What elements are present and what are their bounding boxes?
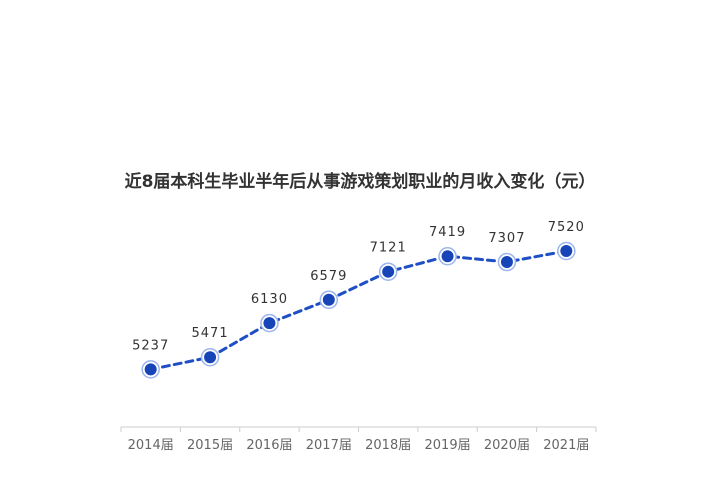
data-point-marker [441, 250, 454, 263]
x-tick-label: 2015届 [187, 438, 233, 453]
x-tick-label: 2021届 [543, 438, 589, 453]
data-point[interactable] [319, 290, 339, 310]
series-line [149, 249, 568, 371]
data-point-marker [144, 363, 157, 376]
data-point-marker [263, 317, 276, 330]
data-label: 5471 [192, 326, 229, 341]
data-label: 7419 [429, 225, 466, 240]
data-point-marker [382, 265, 395, 278]
x-tick-label: 2019届 [425, 438, 471, 453]
data-point[interactable] [497, 252, 517, 272]
series-line-layer [149, 249, 568, 371]
x-tick-label: 2017届 [306, 438, 352, 453]
data-label: 6130 [251, 292, 288, 307]
data-point-marker [500, 256, 513, 269]
data-point-marker [204, 351, 217, 364]
data-label-layer: 5237 5471 6130 6579 7121 7419 7307 7520 [132, 220, 585, 353]
data-label: 7121 [370, 241, 407, 256]
x-tick-label: 2014届 [128, 438, 174, 453]
data-label: 7520 [548, 220, 585, 235]
data-point[interactable] [438, 246, 457, 266]
x-tick-label: 2016届 [246, 438, 292, 453]
data-point[interactable] [260, 313, 279, 333]
data-point-marker [560, 245, 573, 257]
data-label: 6579 [310, 269, 347, 284]
data-point[interactable] [378, 262, 398, 281]
x-axis: 2014届 2015届 2016届 2017届 2018届 2019届 2020届 2021届 [120, 426, 597, 453]
x-tick-label: 2020届 [484, 438, 530, 453]
chart-title: 近8届本科生毕业半年后从事游戏策划职业的月收入变化（元） [125, 171, 596, 192]
data-point-marker [322, 293, 335, 306]
data-label: 7307 [488, 231, 525, 246]
x-tick-label: 2018届 [365, 438, 411, 453]
data-point[interactable] [557, 241, 576, 261]
data-point[interactable] [200, 347, 220, 367]
data-label: 5237 [132, 338, 169, 353]
data-point[interactable] [141, 360, 160, 379]
marker-layer [141, 241, 576, 379]
